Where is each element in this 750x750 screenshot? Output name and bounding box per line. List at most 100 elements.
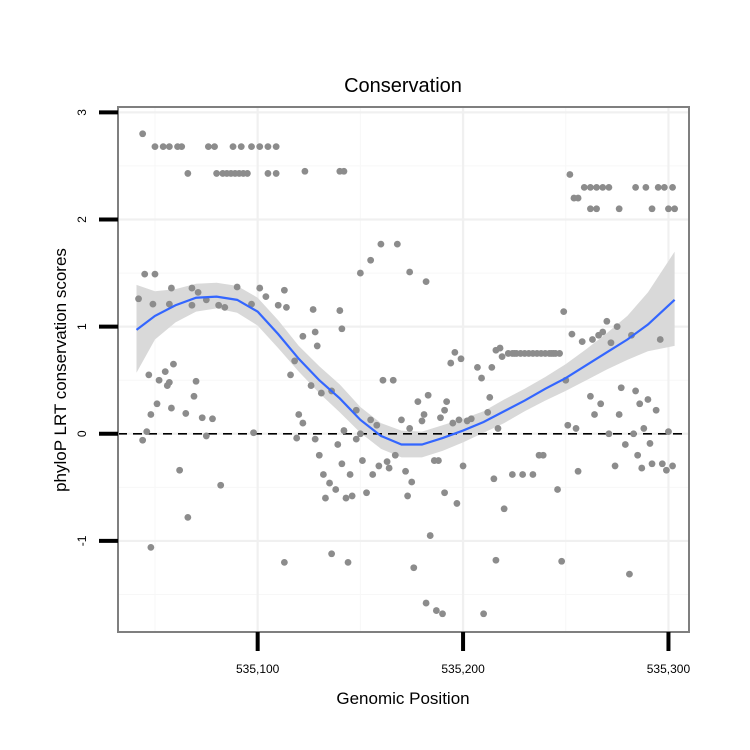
data-point: [410, 564, 418, 572]
data-point: [578, 338, 586, 346]
data-point: [367, 256, 375, 264]
data-point: [638, 464, 646, 472]
data-point: [560, 308, 568, 316]
data-point: [348, 492, 356, 500]
data-point: [151, 270, 159, 278]
data-point: [605, 430, 613, 438]
data-point: [256, 143, 264, 151]
data-point: [159, 143, 167, 151]
data-point: [385, 464, 393, 472]
data-point: [486, 393, 494, 401]
data-point: [233, 283, 241, 291]
data-point: [209, 415, 216, 423]
data-point: [457, 355, 465, 363]
data-point: [636, 400, 644, 408]
data-point: [597, 400, 605, 408]
data-point: [478, 374, 485, 382]
data-point: [593, 205, 600, 213]
data-point: [422, 599, 430, 607]
data-point: [213, 170, 220, 177]
data-point: [161, 368, 169, 376]
points-layer: [135, 130, 679, 618]
data-point: [441, 489, 448, 497]
data-point: [615, 205, 623, 213]
data-point: [663, 466, 670, 474]
data-point: [139, 130, 147, 138]
data-point: [211, 143, 218, 151]
data-point: [393, 240, 401, 248]
data-point: [373, 421, 381, 429]
data-point: [439, 610, 446, 618]
data-point: [346, 471, 354, 478]
data-point: [587, 392, 594, 400]
data-point: [408, 478, 416, 486]
data-point: [605, 183, 613, 191]
data-point: [500, 505, 508, 513]
y-tick-label: 0: [75, 430, 89, 437]
data-point: [414, 398, 422, 406]
data-point: [459, 462, 467, 470]
data-point: [498, 353, 506, 361]
data-point: [165, 143, 173, 151]
plot-frame: [117, 106, 690, 633]
data-point: [165, 300, 173, 308]
data-point: [648, 460, 656, 468]
data-point: [202, 432, 210, 440]
data-point: [435, 457, 442, 464]
data-point: [617, 384, 625, 392]
data-point: [248, 300, 255, 308]
x-tick-label: 535,300: [647, 662, 691, 676]
data-point: [587, 205, 594, 213]
data-point: [311, 435, 319, 443]
x-tick-label: 535,100: [236, 662, 280, 676]
data-point: [328, 550, 336, 558]
data-point: [426, 532, 434, 539]
data-point: [192, 377, 200, 385]
data-point: [352, 435, 360, 443]
data-point: [340, 427, 348, 434]
data-point: [488, 363, 496, 371]
data-point: [264, 170, 272, 177]
data-point: [554, 486, 561, 493]
data-point: [198, 414, 206, 422]
data-point: [404, 492, 412, 500]
data-point: [287, 371, 294, 379]
data-point: [215, 301, 223, 309]
data-point: [301, 167, 309, 175]
data-point: [151, 143, 159, 151]
data-point: [141, 270, 149, 278]
axis-ticks: -1 0 1 2 3 535,100 535,200 535,300: [75, 109, 690, 676]
data-point: [646, 440, 654, 447]
y-tick-label: 2: [75, 216, 89, 223]
data-point: [402, 467, 409, 475]
data-point: [295, 411, 303, 418]
data-point: [317, 389, 325, 397]
data-point: [451, 348, 459, 356]
data-point: [237, 143, 245, 151]
data-point: [630, 430, 637, 438]
data-point: [229, 143, 237, 151]
data-point: [669, 462, 676, 470]
data-point: [484, 408, 492, 416]
data-point: [262, 293, 270, 301]
data-point: [293, 434, 301, 442]
y-tick-label: -1: [75, 535, 89, 546]
data-point: [660, 183, 668, 191]
data-point: [369, 471, 377, 478]
data-point: [671, 205, 679, 213]
data-point: [652, 406, 660, 414]
data-point: [420, 411, 428, 418]
data-point: [447, 359, 455, 367]
data-point: [665, 428, 672, 436]
data-point: [184, 170, 192, 177]
y-tick-label: 1: [75, 323, 89, 330]
data-point: [591, 411, 598, 418]
data-point: [580, 183, 588, 191]
data-point: [356, 430, 364, 438]
data-point: [418, 417, 426, 425]
data-point: [593, 183, 600, 191]
data-point: [363, 489, 370, 497]
data-point: [648, 205, 656, 213]
data-point: [307, 382, 315, 389]
